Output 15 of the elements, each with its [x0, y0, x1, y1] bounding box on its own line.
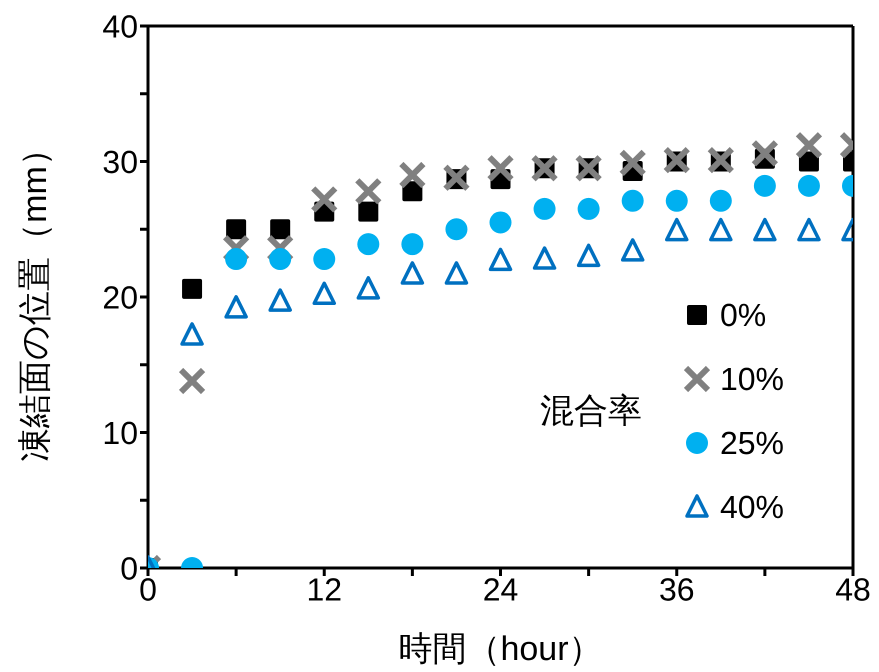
y-tick-label: 20 — [102, 279, 138, 316]
x-tick-label: 36 — [658, 572, 695, 608]
y-axis-title: 凍結面の位置（mm） — [16, 132, 54, 462]
legend-title: 混合率 — [540, 391, 642, 432]
x-tick-label: 48 — [835, 572, 871, 608]
x-axis-title: 時間（hour） — [398, 630, 603, 668]
legend-label: 25% — [720, 424, 784, 462]
legend-label: 40% — [720, 488, 784, 526]
y-tick-label: 10 — [102, 414, 138, 451]
legend-label: 10% — [720, 360, 784, 398]
x-tick-label: 12 — [306, 572, 342, 608]
legend-label: 0% — [720, 296, 766, 334]
y-tick-label: 30 — [102, 144, 138, 180]
x-tick-label: 24 — [482, 572, 518, 608]
y-tick-label: 40 — [102, 8, 138, 44]
